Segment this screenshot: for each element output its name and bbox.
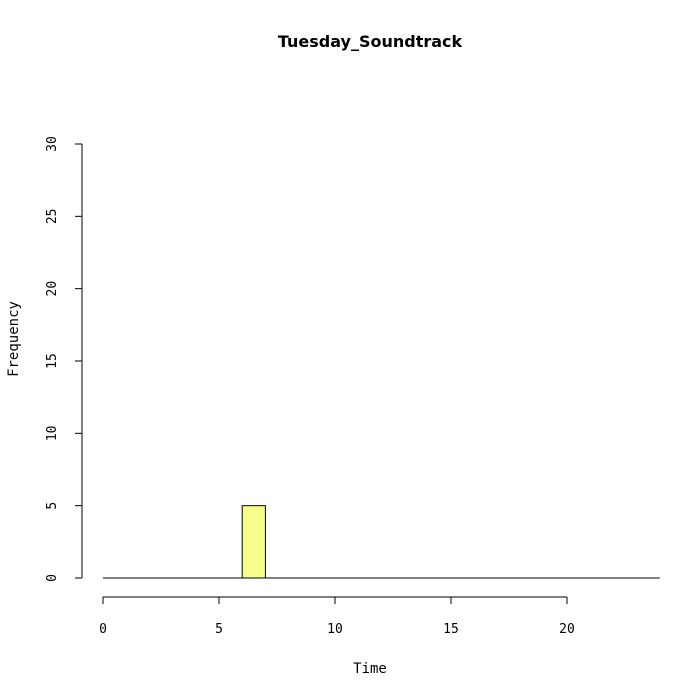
y-tick-label: 15 xyxy=(45,353,60,369)
bars-group xyxy=(103,505,660,579)
histogram-bar xyxy=(241,505,266,579)
x-axis: 0 5 10 15 20 xyxy=(99,596,575,637)
y-tick-label: 20 xyxy=(45,281,60,297)
y-tick-label: 25 xyxy=(45,209,60,225)
x-tick-label: 15 xyxy=(443,622,459,637)
x-tick-label: 0 xyxy=(99,622,107,637)
x-tick-label: 10 xyxy=(327,622,343,637)
y-tick-label: 10 xyxy=(45,426,60,442)
y-axis: 0 5 10 15 20 25 30 xyxy=(45,136,83,582)
x-tick-label: 20 xyxy=(559,622,575,637)
chart-title: Tuesday_Soundtrack xyxy=(278,32,463,51)
y-axis-title: Frequency xyxy=(6,301,22,377)
y-tick-label: 5 xyxy=(45,502,60,510)
x-tick-label: 5 xyxy=(215,622,223,637)
y-tick-label: 30 xyxy=(45,136,60,152)
y-tick-label: 0 xyxy=(45,574,60,582)
x-axis-title: Time xyxy=(353,661,387,677)
